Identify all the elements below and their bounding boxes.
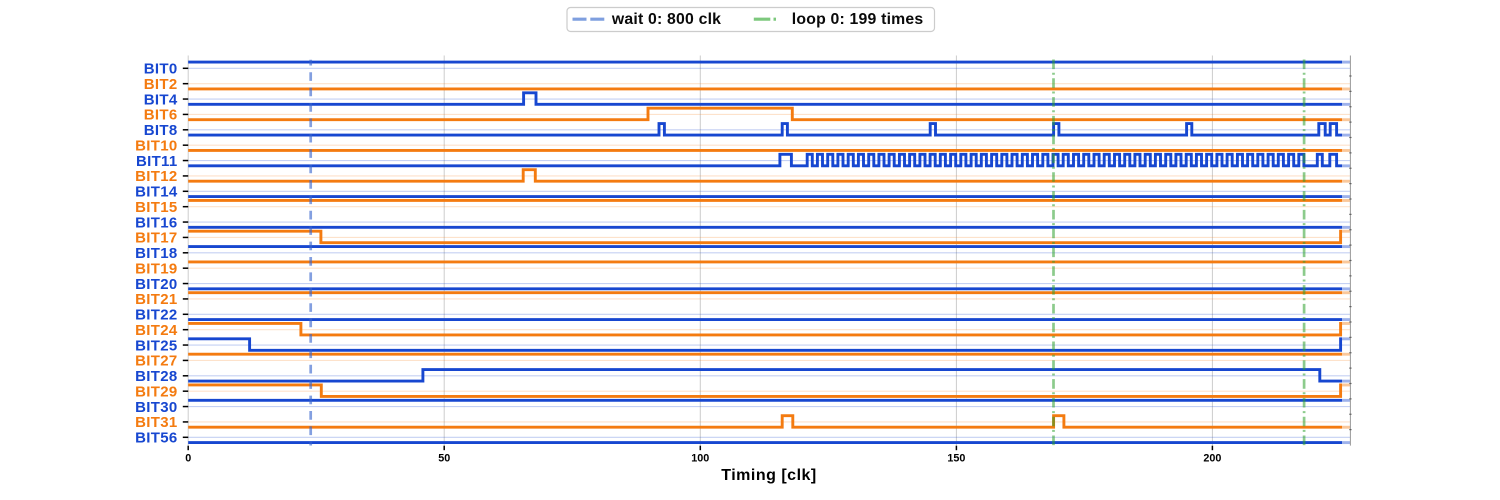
svg-text:BIT6: BIT6 [144, 107, 178, 124]
svg-text:BIT2: BIT2 [144, 76, 178, 93]
svg-text:BIT12: BIT12 [135, 168, 177, 185]
svg-text:BIT27: BIT27 [135, 353, 177, 370]
svg-text:BIT18: BIT18 [135, 245, 177, 262]
svg-text:BIT20: BIT20 [135, 276, 177, 293]
svg-text:BIT16: BIT16 [135, 214, 177, 231]
svg-text:loop 0: 199 times: loop 0: 199 times [792, 11, 924, 28]
svg-text:BIT25: BIT25 [135, 337, 177, 354]
svg-text:BIT19: BIT19 [135, 260, 177, 277]
svg-text:BIT22: BIT22 [135, 307, 177, 324]
svg-text:wait 0: 800 clk: wait 0: 800 clk [611, 11, 721, 28]
svg-text:BIT10: BIT10 [135, 137, 177, 154]
svg-text:BIT14: BIT14 [135, 184, 178, 201]
svg-text:BIT29: BIT29 [135, 383, 177, 400]
svg-text:BIT17: BIT17 [135, 230, 177, 247]
svg-text:BIT24: BIT24 [135, 322, 178, 339]
svg-text:50: 50 [438, 453, 450, 465]
svg-text:0: 0 [185, 453, 191, 465]
svg-text:BIT8: BIT8 [144, 122, 178, 139]
svg-text:BIT30: BIT30 [135, 399, 177, 416]
svg-text:BIT28: BIT28 [135, 368, 177, 385]
svg-text:Timing [clk]: Timing [clk] [721, 467, 817, 484]
svg-text:100: 100 [691, 453, 709, 465]
svg-text:BIT31: BIT31 [135, 414, 177, 431]
svg-text:BIT21: BIT21 [135, 291, 177, 308]
svg-text:150: 150 [947, 453, 965, 465]
svg-text:BIT56: BIT56 [135, 430, 177, 447]
svg-text:200: 200 [1203, 453, 1221, 465]
svg-text:BIT0: BIT0 [144, 61, 178, 78]
svg-text:BIT11: BIT11 [136, 153, 178, 170]
svg-text:BIT4: BIT4 [144, 91, 178, 108]
svg-text:BIT15: BIT15 [135, 199, 177, 216]
